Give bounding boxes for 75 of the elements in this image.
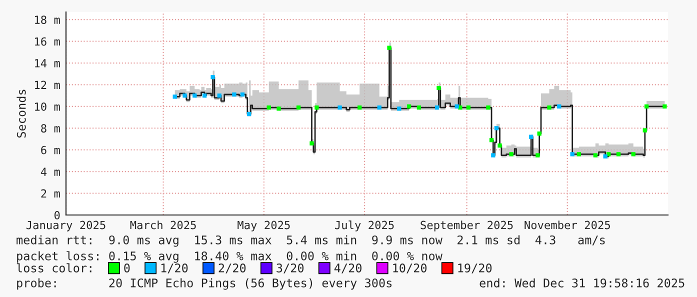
y-tick-label: 18 m [35,16,60,24]
point [435,105,440,110]
point [570,152,574,156]
point [616,152,621,156]
legend-label: 10/20 [393,264,427,274]
point [547,105,552,110]
point [232,92,236,97]
point [536,153,540,158]
point [266,105,271,110]
point [172,94,177,99]
legend-label: 1/20 [161,264,188,274]
point [338,105,342,110]
point [576,152,582,156]
y-tick-label: 8 m [41,124,60,133]
point [603,154,608,158]
x-tick-label: July 2025 [335,220,394,232]
point [436,86,441,90]
point [557,104,562,109]
y-tick-label: 0 [54,211,60,220]
legend-label: 4/20 [334,264,362,274]
legend-label: 0 [124,264,130,272]
point [529,134,534,139]
legend-label: 3/20 [276,264,304,274]
legend-title: loss color: [16,263,92,272]
point [489,138,494,142]
y-axis-title: Seconds [16,90,26,138]
x-tick-label: September 2025 [420,220,513,232]
text: packet loss: 0.15 % avg 18.40 % max 0.00 % min 0.00 % now [17,251,442,263]
point [631,152,636,156]
y-tick-label: 14 m [35,59,60,68]
point [310,141,314,146]
text: probe: 20 ICMP Echo Pings (56 Bytes) every 300s [17,278,392,290]
x-tick-label: January 2025 [26,220,106,232]
y-tick-label: 16 m [35,37,60,46]
x-tick-label: May 2025 [238,220,290,232]
x-tick-label: November 2025 [524,220,610,230]
y-tick-label: 4 m [40,168,60,176]
point [276,106,281,111]
point [314,105,319,110]
point [240,92,245,97]
point [246,112,252,116]
point [606,152,611,156]
point [593,153,598,158]
point [416,105,422,110]
text: median rtt: 9.0 ms avg 15.3 ms max 5.4 ms min 9.9 ms now 2.1 ms sd 4.3 am/s [16,235,605,247]
x-tick-label: March 2025 [130,220,196,230]
y-tick-label: 10 m [35,102,60,111]
point [498,143,502,148]
point [217,94,222,98]
point [182,94,187,98]
y-tick-label: 2 m [41,189,60,198]
point [466,105,471,110]
point [357,105,362,110]
point [192,94,197,98]
point [642,128,647,132]
legend-label: 2/20 [218,264,246,274]
point [662,104,667,109]
point [486,105,490,110]
point [644,104,649,109]
text: end: Wed Dec 31 19:58:16 2025 [480,278,684,288]
point [296,105,301,110]
y-tick-label: 6 m [41,146,60,154]
y-tick-label: 12 m [35,80,60,89]
legend-label: 19/20 [458,264,492,274]
point [202,94,207,98]
point [387,46,392,50]
point [454,104,459,109]
point [406,104,412,109]
point [491,153,496,158]
point [377,105,382,110]
point [494,126,499,130]
point [397,106,402,111]
point [537,132,542,136]
point [509,152,514,156]
point [210,75,215,80]
